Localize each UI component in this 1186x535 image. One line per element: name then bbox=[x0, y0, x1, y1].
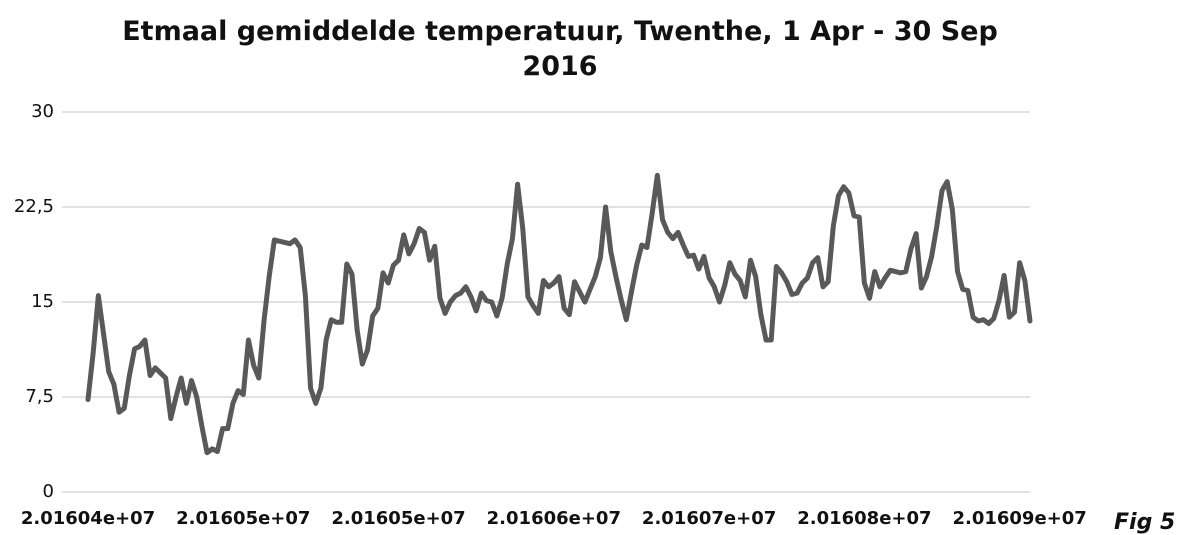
x-tick-label: 2.01607e+07 bbox=[642, 508, 776, 529]
data-line bbox=[85, 172, 1033, 456]
x-tick-label: 2.01606e+07 bbox=[487, 508, 621, 529]
x-tick-label: 2.01609e+07 bbox=[952, 508, 1086, 529]
x-tick-label: 2.01605e+07 bbox=[331, 508, 465, 529]
chart-title: Etmaal gemiddelde temperatuur, Twenthe, … bbox=[122, 16, 998, 82]
y-tick-label: 0 bbox=[43, 481, 54, 502]
x-tick-label: 2.01605e+07 bbox=[176, 508, 310, 529]
y-tick-label: 15 bbox=[31, 291, 54, 312]
y-tick-label: 30 bbox=[31, 101, 54, 122]
y-tick-label: 22,5 bbox=[14, 196, 54, 217]
x-tick-label: 2.01604e+07 bbox=[21, 508, 155, 529]
annotation: Fig 5 bbox=[1114, 510, 1175, 535]
x-tick-label: 2.01608e+07 bbox=[797, 508, 931, 529]
y-tick-label: 7,5 bbox=[25, 386, 54, 407]
